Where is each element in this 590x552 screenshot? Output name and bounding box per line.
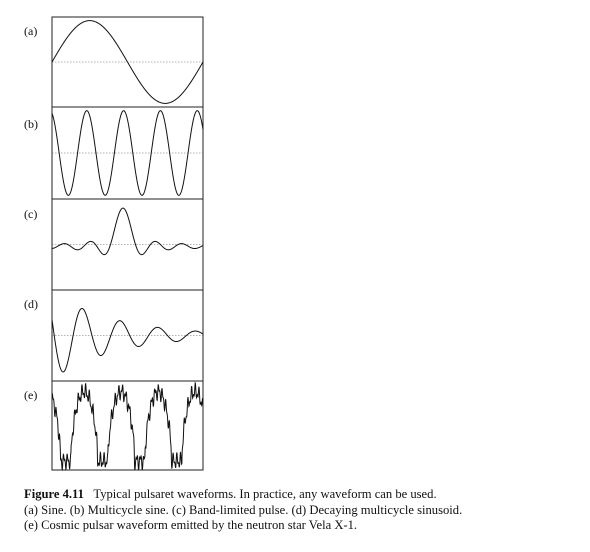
waveform-b: [51, 110, 204, 196]
caption-text-1: Typical pulsaret waveforms. In practice,…: [93, 487, 437, 501]
figure-4-11: (a) (b) (c) (d) (e): [24, 16, 204, 472]
waveform-d: [51, 307, 204, 373]
waveform-e: [51, 381, 204, 472]
waveform-panels: [51, 16, 204, 472]
caption-line-2: (a) Sine. (b) Multicycle sine. (c) Band-…: [24, 502, 463, 517]
figure-label: Figure 4.11: [24, 487, 84, 501]
caption-line-1: Figure 4.11 Typical pulsaret waveforms. …: [24, 487, 569, 503]
waveform-a: [51, 20, 204, 104]
figure-caption: Figure 4.11 Typical pulsaret waveforms. …: [24, 487, 569, 534]
panel-frame-e: [51, 380, 204, 471]
panel-label-d: (d): [24, 297, 38, 311]
panel-label-a: (a): [24, 24, 38, 38]
caption-line-3: (e) Cosmic pulsar waveform emitted by th…: [24, 518, 358, 532]
panel-label-c: (c): [24, 207, 38, 221]
waveform-c: [51, 207, 204, 256]
panel-label-e: (e): [24, 388, 38, 402]
panel-label-b: (b): [24, 117, 38, 131]
